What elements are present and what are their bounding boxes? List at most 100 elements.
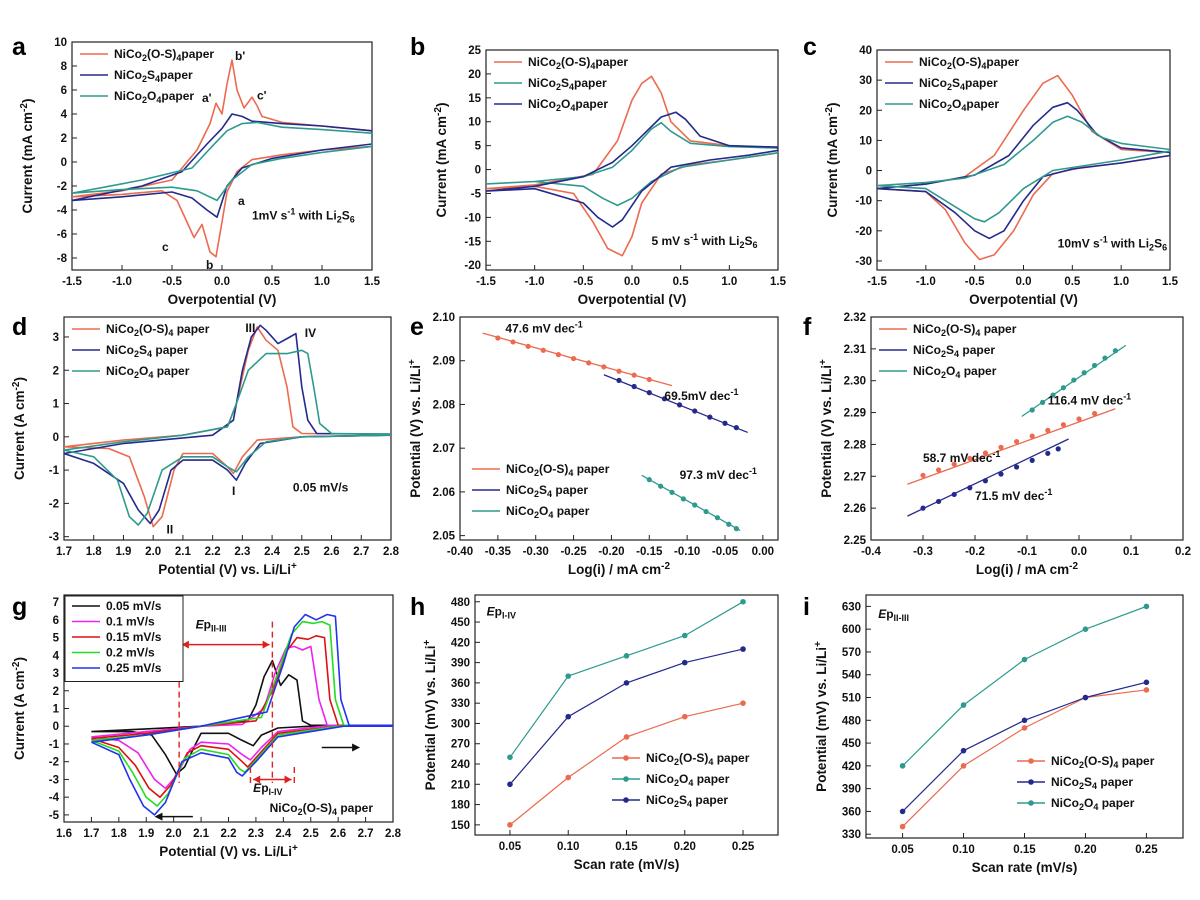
data-point	[570, 355, 577, 362]
annotation: c	[162, 240, 169, 254]
x-tick-label: 1.5	[770, 276, 787, 288]
legend-marker	[1028, 758, 1034, 764]
data-point	[616, 368, 622, 374]
fit-line	[907, 408, 1116, 485]
plot-frame	[865, 594, 1184, 839]
y-axis-title: Current (A cm-2)	[11, 657, 27, 760]
panel-e: e -0.40 -0.35 -0.30 -0.25 -0.20 -0.15 -0.10 -0.0…	[407, 312, 779, 577]
data-point	[936, 467, 942, 473]
y-tick-label: 20	[468, 69, 481, 81]
x-tick-label: -1.5	[867, 276, 887, 288]
annotation: a	[238, 194, 245, 208]
data-point	[998, 444, 1004, 450]
data-point	[1143, 679, 1150, 686]
x-tick-label: 0.25	[732, 841, 755, 853]
x-tick-label: 2.8	[385, 828, 402, 840]
data-point	[540, 347, 546, 353]
x-tick-label: 1.8	[111, 828, 128, 840]
plot-area	[64, 324, 391, 528]
legend-label: 0.2 mV/s	[106, 646, 155, 660]
x-tick-label: -0.15	[636, 546, 663, 558]
y-tick-label: 4	[53, 650, 60, 662]
data-point	[586, 360, 592, 366]
x-tick-label: 0.10	[952, 844, 974, 856]
x-tick-label: 1.9	[115, 546, 131, 558]
data-point	[525, 343, 531, 349]
x-tick-label: 0.5	[673, 276, 690, 288]
y-tick-label: 5	[53, 633, 60, 645]
x-tick-label: 1.0	[1113, 276, 1129, 288]
data-point	[1081, 370, 1087, 376]
y-tick-label: -2	[57, 181, 67, 193]
annotation: 0.05 mV/s	[293, 481, 349, 495]
x-tick-label: -0.5	[965, 276, 985, 288]
data-point	[658, 483, 664, 489]
legend-label: NiCo2(O-S)4 paper	[913, 322, 1017, 338]
y-tick-label: 390	[451, 658, 470, 670]
legend-label: NiCo2O4 paper	[106, 364, 190, 380]
data-point	[1021, 717, 1028, 724]
y-tick-label: 2.10	[433, 312, 455, 324]
x-tick-label: -1.5	[62, 276, 82, 288]
y-tick-label: 240	[451, 759, 470, 771]
x-tick-label: -0.1	[1017, 546, 1037, 558]
y-tick-label: 8	[61, 61, 68, 73]
annotation: 97.3 mV dec-1	[680, 466, 757, 482]
y-tick-label: 15	[468, 93, 481, 105]
x-tick-label: 0.05	[499, 841, 522, 853]
legend: 0.05 mV/s 0.1 mV/s0.15 mV/s 0.2 mV/s0.25 m…	[64, 595, 184, 682]
legend-label: NiCo2O4 paper	[1051, 796, 1135, 812]
data-point	[507, 822, 513, 828]
x-tick-label: 2.3	[248, 828, 264, 840]
plot-frame	[63, 316, 392, 541]
legend-label: 0.25 mV/s	[106, 661, 162, 675]
x-axis-title: Overpotential (V)	[168, 292, 277, 307]
fit-line	[907, 438, 1069, 517]
data-point	[676, 402, 683, 408]
y-tick-label: 0	[866, 166, 872, 178]
y-tick-label: -8	[57, 253, 68, 265]
annotation: a'	[202, 91, 212, 105]
y-axis-title: Potential (V) vs. Li/Li+	[407, 359, 423, 498]
data-point	[692, 408, 698, 414]
legend-label: NiCo2(O-S)4 paper	[1051, 754, 1155, 770]
data-point	[646, 390, 652, 396]
y-axis-title: Current (mA cm-2)	[19, 99, 35, 214]
y-tick-label: 2.31	[844, 344, 867, 356]
data-point	[623, 680, 630, 686]
data-point	[1092, 362, 1098, 369]
plot-area	[486, 75, 778, 257]
data-point	[960, 747, 967, 754]
data-point	[1055, 446, 1061, 452]
legend-label: NiCo2(O-S)4 paper	[106, 322, 210, 338]
data-point	[1014, 464, 1020, 470]
data-point	[1014, 438, 1020, 445]
y-tick-label: 180	[451, 800, 470, 812]
x-tick-label: 1.5	[364, 276, 381, 288]
legend-label: NiCo2(O-S)4paper	[528, 55, 628, 71]
y-tick-label: 600	[842, 624, 861, 636]
y-tick-label: 2.27	[844, 471, 866, 483]
data-point	[714, 515, 721, 521]
x-tick-label: 1.0	[721, 276, 737, 288]
data-point	[1050, 392, 1056, 398]
data-point	[565, 673, 572, 679]
y-tick-label: 330	[842, 829, 861, 841]
x-tick-label: 1.0	[314, 276, 330, 288]
x-axis-title: Overpotential (V)	[578, 292, 687, 307]
data-point	[960, 702, 967, 708]
data-point	[1082, 626, 1089, 632]
data-point	[555, 352, 562, 358]
x-tick-label: 0.20	[674, 841, 696, 853]
legend: NiCo2(O-S)4 paper NiCo2S4 paper NiCo2O4 pa…	[72, 322, 210, 380]
data-point	[899, 763, 906, 769]
y-tick-label: 150	[451, 820, 470, 832]
plot-frame	[474, 594, 779, 836]
data-point	[1076, 416, 1082, 422]
y-tick-label: 3	[53, 332, 59, 344]
legend: NiCo2(O-S)4paper NiCo2S4paper NiCo2O4paper	[494, 55, 628, 113]
legend-label: NiCo2S4paper	[114, 68, 193, 84]
data-point	[936, 498, 942, 505]
y-tick-label: 450	[842, 738, 861, 750]
data-point	[899, 808, 906, 815]
